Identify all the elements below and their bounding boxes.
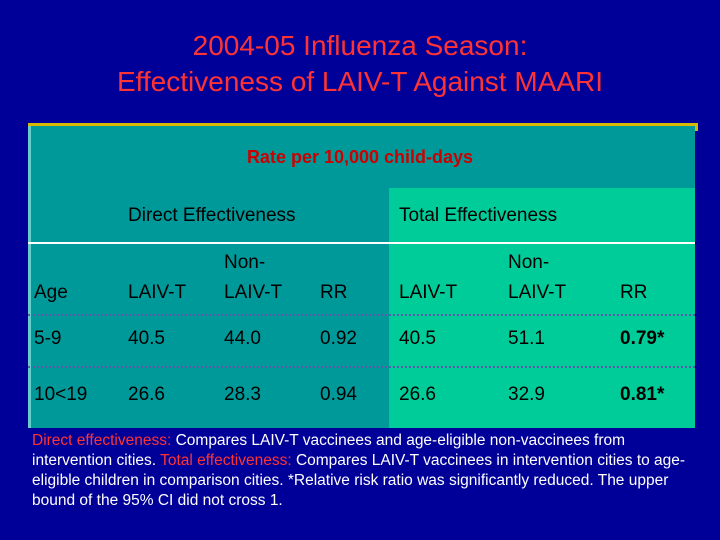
title-line-1: 2004-05 Influenza Season: (192, 30, 528, 61)
direct-effectiveness-header: Direct Effectiveness (128, 205, 296, 226)
table-header-divider (28, 188, 695, 244)
total-effectiveness-panel (389, 188, 695, 428)
footnote-direct-label: Direct effectiveness: (32, 432, 172, 449)
col-total-non-bottom: LAIV-T (508, 282, 567, 303)
row-2-age: 10<19 (34, 384, 88, 405)
col-total-non-top: Non- (508, 252, 550, 273)
footnote-total-text: Compares LAIV-T vaccinees in interventio… (32, 452, 686, 509)
row-2-direct-rr: 0.94 (320, 384, 357, 405)
col-age: Age (34, 282, 68, 303)
row-1-direct-laiv: 40.5 (128, 328, 165, 349)
footnote: Direct effectiveness: Compares LAIV-T va… (32, 431, 692, 511)
col-direct-non-bottom: LAIV-T (224, 282, 283, 303)
row-1-age: 5-9 (34, 328, 62, 349)
row-2-direct-laiv: 26.6 (128, 384, 165, 405)
col-direct-laiv: LAIV-T (128, 282, 187, 303)
col-total-rr: RR (620, 282, 648, 303)
footnote-total-label: Total effectiveness: (160, 452, 292, 469)
slide-title: 2004-05 Influenza Season: Effectiveness … (0, 28, 720, 100)
row-1-total-rr: 0.79* (620, 328, 665, 349)
col-total-laiv: LAIV-T (399, 282, 458, 303)
col-direct-rr: RR (320, 282, 348, 303)
footnote-direct-text: Compares LAIV-T vaccinees and age-eligib… (32, 432, 626, 469)
row-1-total-laiv: 40.5 (399, 328, 436, 349)
row-1-direct-rr: 0.92 (320, 328, 357, 349)
row-2-direct-non: 28.3 (224, 384, 261, 405)
row-2-total-non: 32.9 (508, 384, 545, 405)
row-1-direct-non: 44.0 (224, 328, 261, 349)
col-direct-non-top: Non- (224, 252, 266, 273)
row-divider (28, 314, 695, 316)
title-line-2: Effectiveness of LAIV-T Against MAARI (116, 66, 604, 97)
row-divider (28, 366, 695, 368)
row-2-total-laiv: 26.6 (399, 384, 436, 405)
total-effectiveness-header: Total Effectiveness (399, 205, 558, 226)
row-1-total-non: 51.1 (508, 328, 545, 349)
row-2-total-rr: 0.81* (620, 384, 665, 405)
rate-label: Rate per 10,000 child-days (246, 147, 474, 167)
